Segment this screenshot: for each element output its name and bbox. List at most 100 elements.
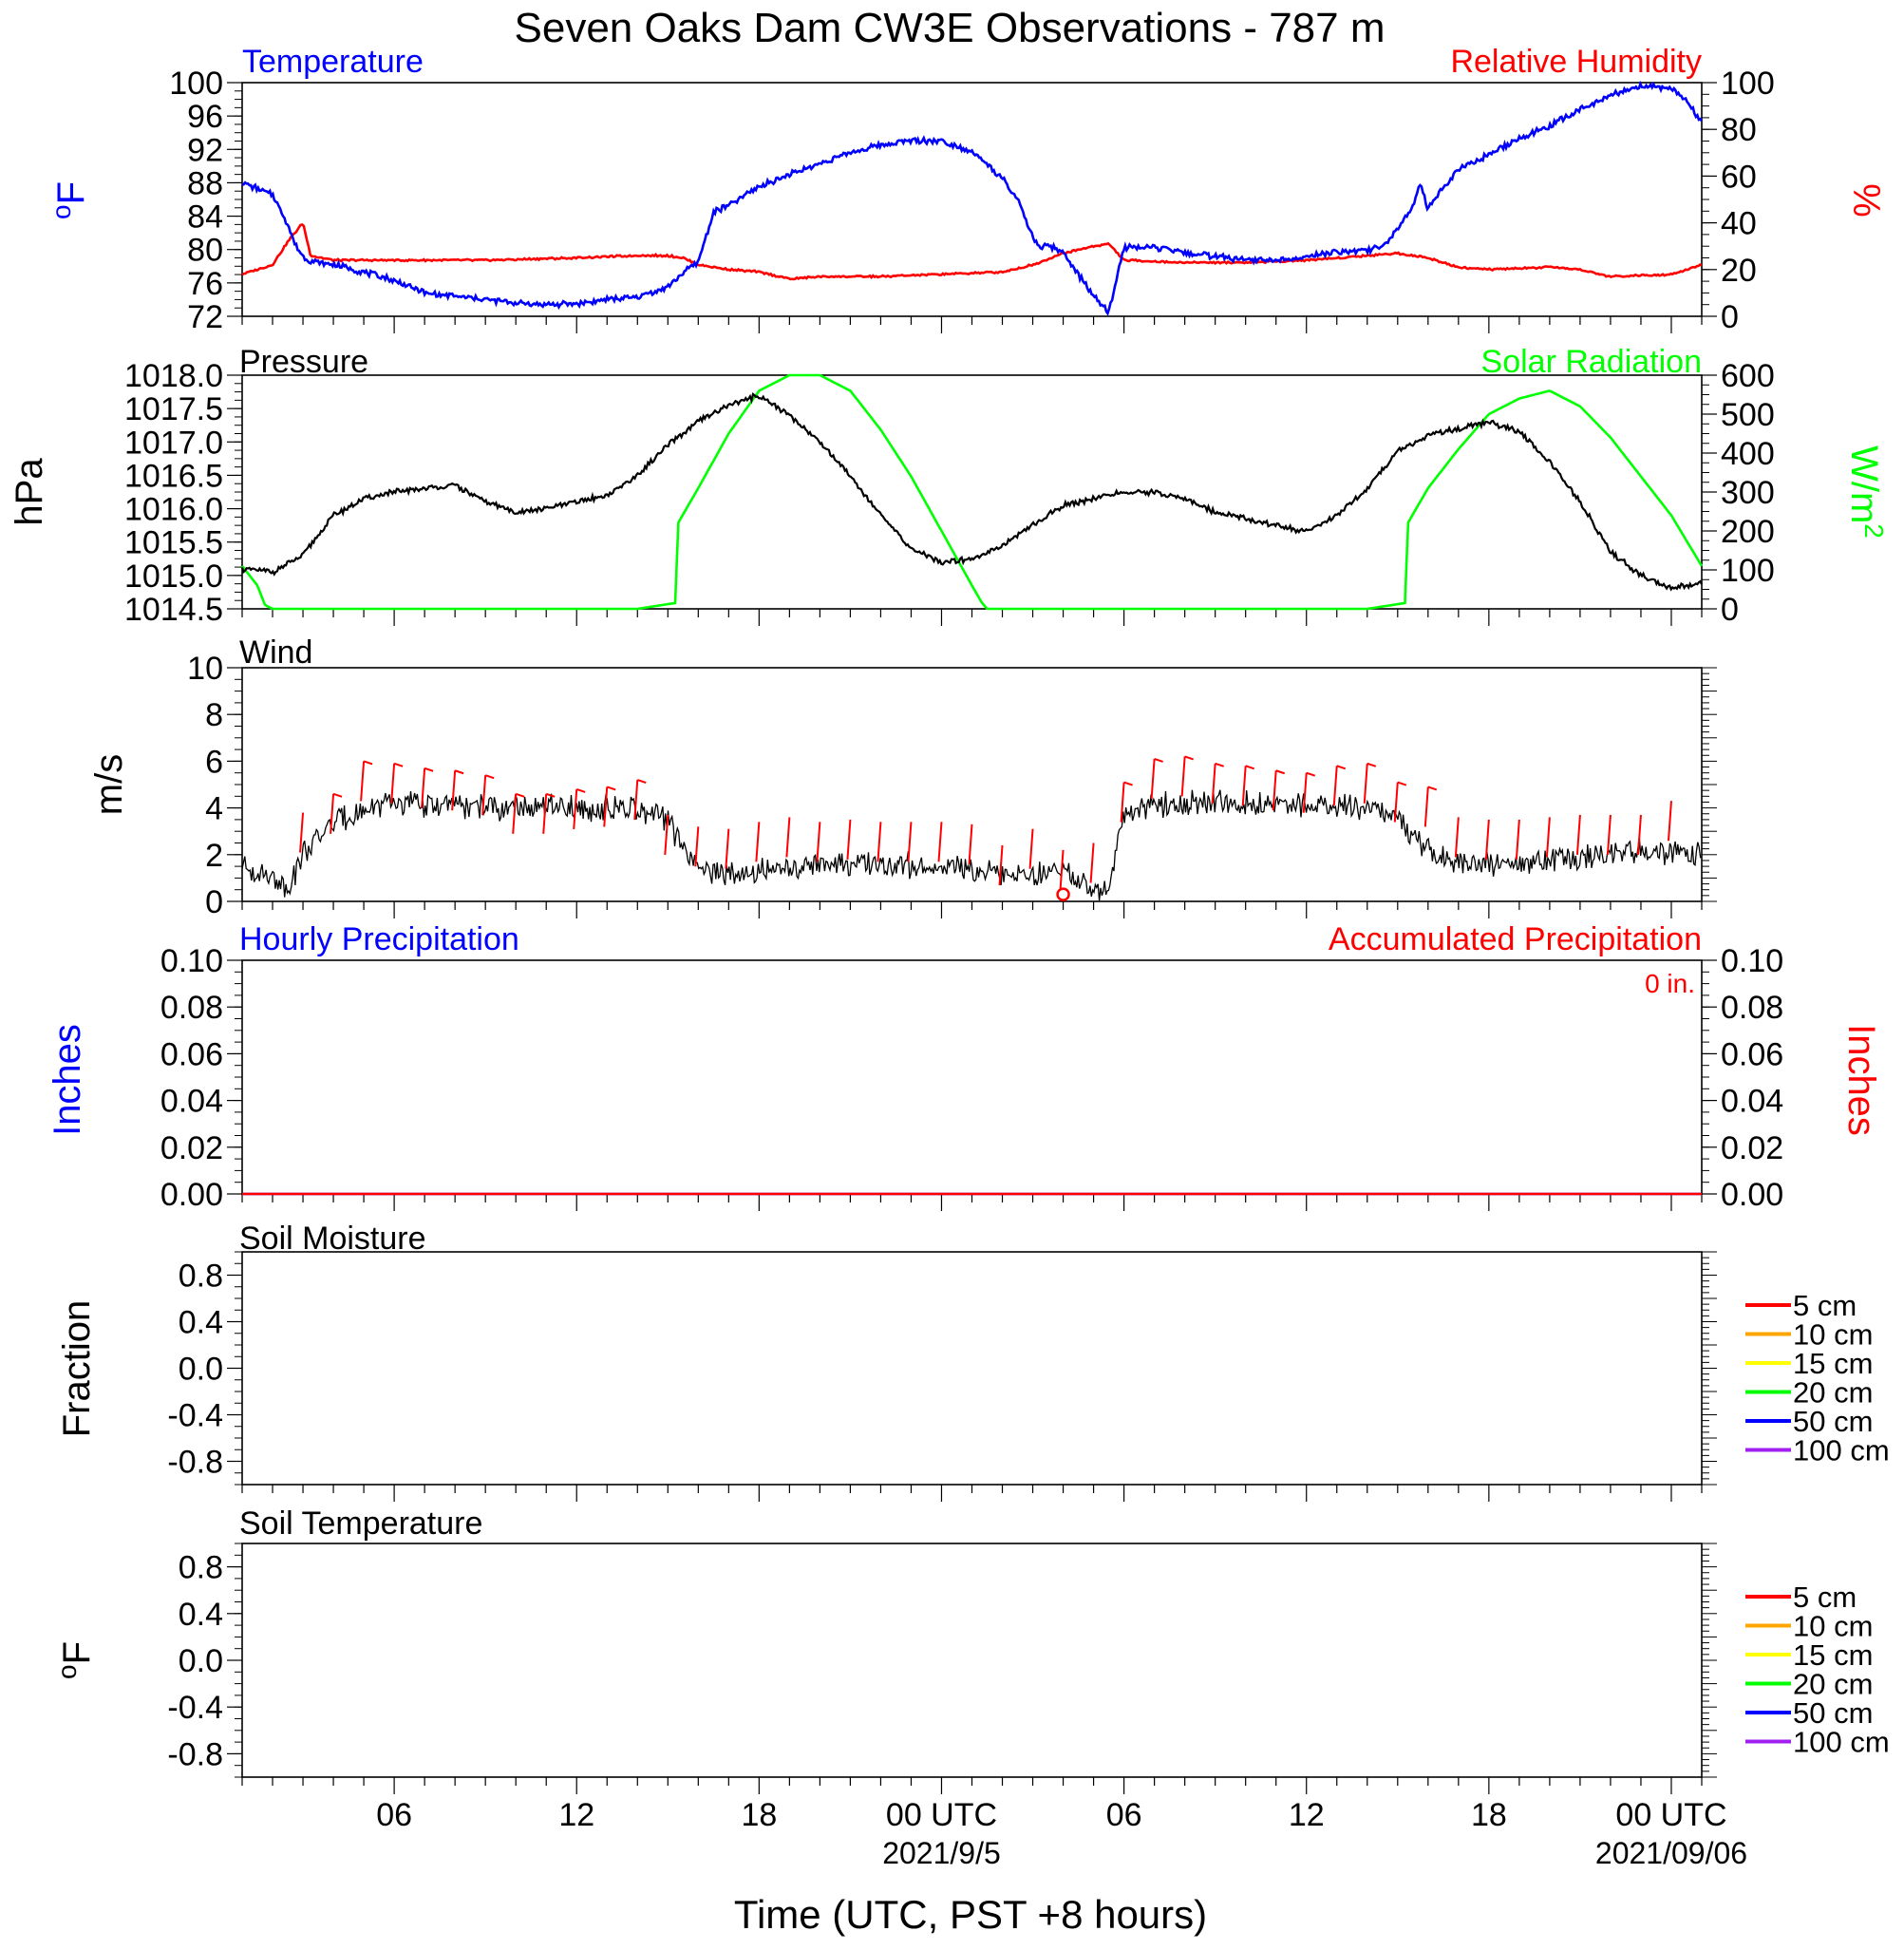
- wind-barb: [390, 763, 396, 804]
- wind-barb: [1150, 758, 1156, 800]
- pressure-plot: [240, 373, 1704, 611]
- humidity-line: [241, 222, 1703, 281]
- y-tick-label: 76: [187, 266, 223, 302]
- x-axis-label: Time (UTC, PST +8 hours): [734, 1892, 1207, 1937]
- wind-barb-flag: [1123, 781, 1133, 786]
- soil-moisture-panel: Soil Moisture Fraction 0.8 0.4 0.0 -0.4 -0.8…: [56, 1221, 1890, 1502]
- x-tick-label: 18: [1471, 1797, 1507, 1833]
- pressure-panel: Pressure Solar Radiation hPa W/m2 1018.0…: [9, 344, 1889, 628]
- wind-left-unit: m/s: [88, 754, 130, 815]
- svg-text:W/m2: W/m2: [1843, 445, 1889, 539]
- y-tick-label: 1017.5: [124, 391, 223, 427]
- soil-moisture-ticks: 0.8 0.4 0.0 -0.4 -0.8: [167, 1251, 1717, 1502]
- wind-barb: [1454, 817, 1460, 858]
- y-tick-label: 96: [187, 99, 223, 135]
- wind-barb-flag: [515, 792, 525, 798]
- wind-barb: [1059, 849, 1065, 890]
- wind-barb: [512, 793, 518, 834]
- wind-barb: [1180, 756, 1186, 797]
- wind-barb: [1606, 814, 1612, 856]
- y-tick-label: 0.4: [179, 1597, 223, 1633]
- wind-barb: [1211, 763, 1216, 804]
- y-right-tick-label: 40: [1721, 206, 1757, 242]
- wind-barb: [573, 788, 578, 829]
- wind-barb: [1667, 801, 1672, 842]
- solar-title: Solar Radiation: [1481, 344, 1702, 380]
- wind-barb: [694, 826, 700, 867]
- temperature-line: [241, 80, 1704, 316]
- wind-barb: [937, 822, 943, 862]
- y-tick-label: 1015.5: [124, 525, 223, 561]
- wind-barb: [421, 767, 426, 808]
- precip-left-unit: Inches: [47, 1024, 88, 1136]
- y-tick-label: -0.8: [167, 1736, 223, 1772]
- y-right-tick-label: 600: [1721, 358, 1775, 394]
- panel-frame: [241, 959, 1703, 1195]
- wind-panel: Wind m/s 10 8 6 4 2 0: [88, 634, 1717, 920]
- y-right-tick-label: 300: [1721, 475, 1775, 511]
- wind-barb: [785, 817, 791, 858]
- wind-barb: [1120, 782, 1125, 823]
- solar-radiation-line: [240, 373, 1704, 611]
- wind-barb-flag: [1154, 757, 1163, 763]
- solar-right-unit: W/m2: [1843, 445, 1889, 539]
- y-tick-label: 1015.0: [124, 558, 223, 595]
- panel-frame: [241, 374, 1703, 610]
- wind-barb-flag: [484, 774, 495, 780]
- wind-barb: [330, 793, 335, 834]
- legend-label: 10 cm: [1793, 1610, 1873, 1643]
- y-tick-label: 1016.0: [124, 492, 223, 528]
- wind-barb: [1241, 766, 1247, 806]
- wind-barb: [1484, 819, 1490, 860]
- pressure-left-unit: hPa: [9, 458, 50, 526]
- y-tick-label: 0.04: [160, 1084, 223, 1120]
- hourly-precip-title: Hourly Precipitation: [239, 921, 519, 957]
- pressure-title: Pressure: [239, 344, 368, 380]
- y-right-tick-label: 500: [1721, 397, 1775, 433]
- y-tick-label: 0.0: [179, 1643, 223, 1679]
- x-tick-label: 12: [1289, 1797, 1325, 1833]
- y-tick-label: 6: [205, 744, 223, 780]
- wind-barb-flag: [636, 779, 647, 785]
- svg-text:oF: oF: [47, 181, 92, 219]
- wind-barb: [755, 822, 761, 862]
- y-tick-label: 1014.5: [124, 592, 223, 628]
- wind-barb: [481, 775, 487, 816]
- accumulated-precip-title: Accumulated Precipitation: [1329, 921, 1702, 957]
- calm-wind-marker: [1056, 887, 1070, 901]
- wind-barb-flag: [1427, 786, 1438, 791]
- wind-barb: [968, 824, 973, 864]
- wind-barb: [846, 819, 852, 860]
- wind-barb: [725, 828, 730, 869]
- legend-label: 5 cm: [1793, 1581, 1857, 1614]
- y-tick-label: 0.06: [160, 1036, 223, 1072]
- wind-barb: [542, 793, 548, 834]
- y-tick-label: 0.08: [160, 990, 223, 1026]
- pressure-ticks: 1018.01017.51017.01016.51016.01015.51015…: [124, 358, 1775, 628]
- legend-label: 15 cm: [1793, 1638, 1873, 1672]
- wind-barb: [299, 812, 305, 853]
- wind-plot: [241, 755, 1703, 901]
- y-right-tick-label: 60: [1721, 159, 1757, 195]
- legend-label: 10 cm: [1793, 1318, 1873, 1352]
- wind-barb-flag: [1245, 765, 1255, 770]
- wind-barb-flag: [545, 792, 556, 798]
- wind-barb-flag: [1184, 755, 1194, 761]
- y-tick-label: 84: [187, 199, 223, 236]
- wind-barb: [998, 844, 1004, 886]
- y-tick-label: 100: [169, 66, 223, 102]
- wind-barb-flag: [1397, 781, 1407, 786]
- humidity-right-unit: %: [1845, 183, 1887, 218]
- wind-barb: [907, 822, 913, 862]
- wind-barb: [1089, 842, 1095, 883]
- legend-label: 20 cm: [1793, 1376, 1873, 1410]
- y-tick-label: 1017.0: [124, 425, 223, 461]
- y-right-tick-label: 0.02: [1721, 1130, 1783, 1166]
- wind-barb-flag: [424, 767, 434, 772]
- legend-label: 5 cm: [1793, 1289, 1857, 1322]
- y-right-tick-label: 0.10: [1721, 943, 1783, 979]
- y-tick-label: 0.00: [160, 1177, 223, 1213]
